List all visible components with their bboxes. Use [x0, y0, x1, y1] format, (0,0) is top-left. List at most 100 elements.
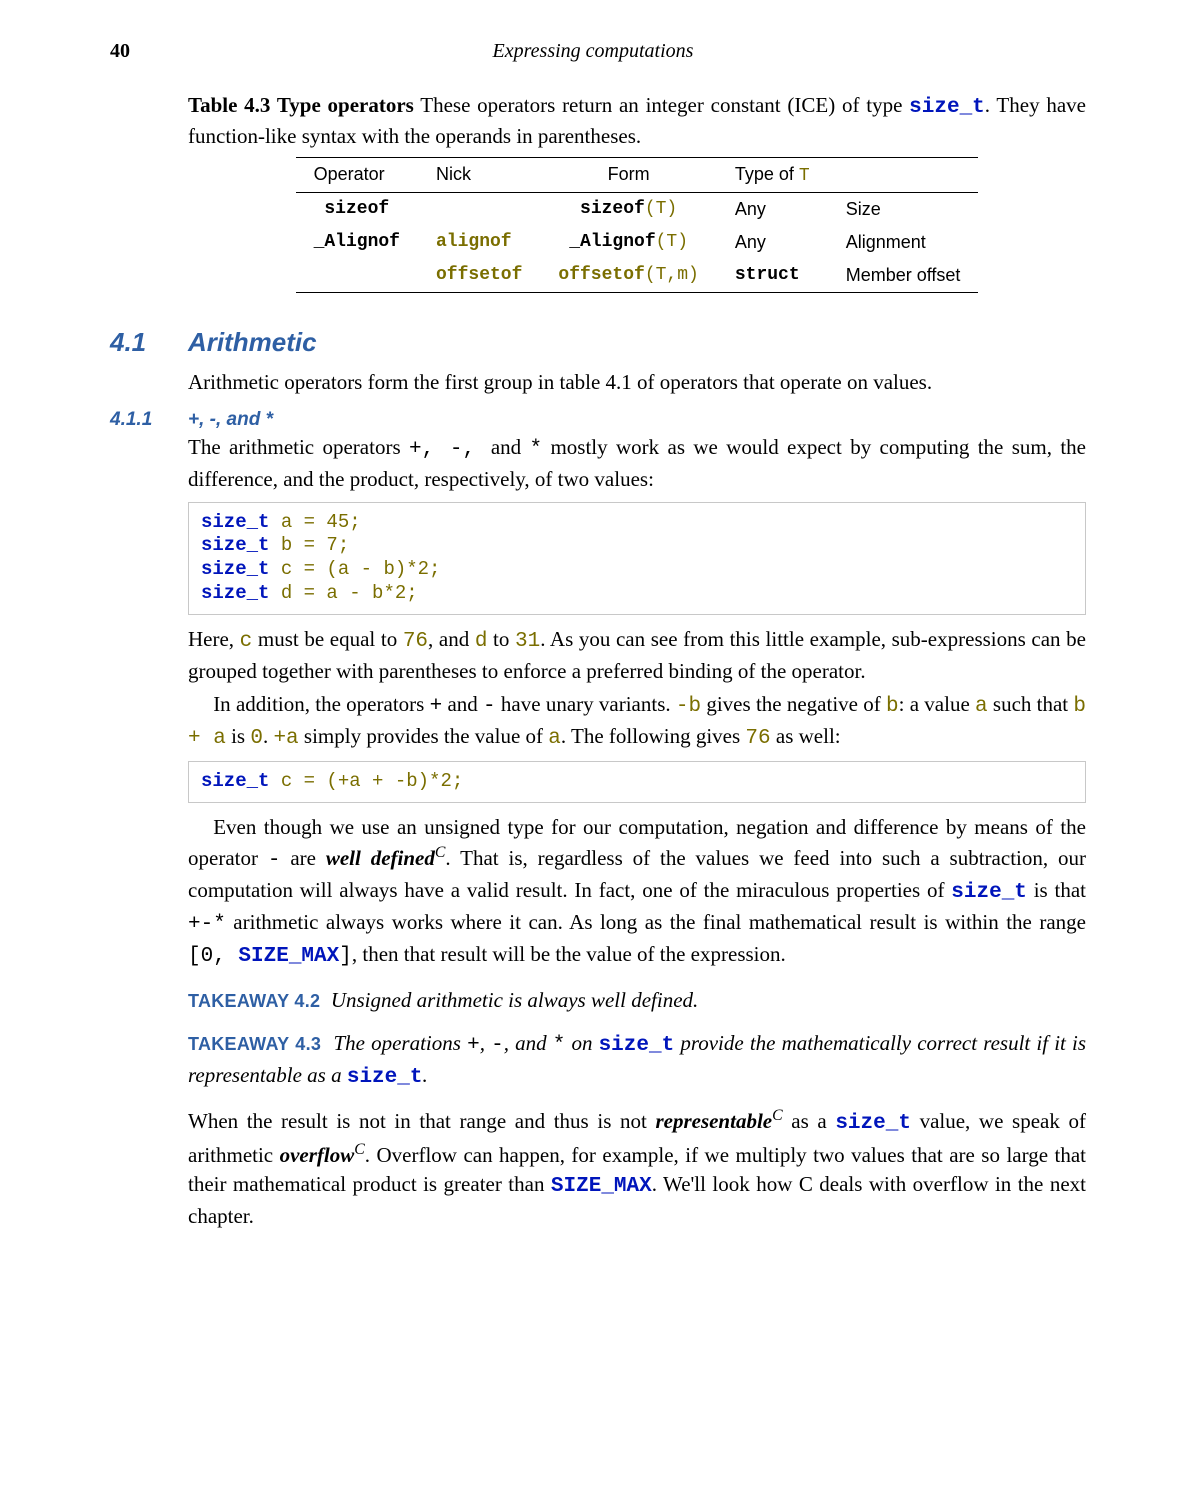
td-desc: Size: [828, 192, 979, 226]
p3-d: gives the negative of: [701, 692, 886, 716]
p3-plus: +: [430, 695, 443, 718]
td-nick: [418, 192, 540, 226]
chapter-title: Expressing computations: [130, 40, 1056, 63]
cb2-l1-rest: c = (+a + -b)*2;: [269, 770, 463, 792]
p2-c: c: [240, 630, 253, 653]
p3-g: is: [226, 724, 251, 748]
section-intro: Arithmetic operators form the first grou…: [188, 368, 1086, 397]
p5-a: When the result is not in that range and…: [188, 1109, 655, 1133]
th-form: Form: [540, 157, 716, 192]
tk3-star: *: [553, 1034, 566, 1057]
takeaway-4-2: TAKEAWAY 4.2 Unsigned arithmetic is alwa…: [188, 986, 1086, 1015]
p3-j: . The following gives: [561, 724, 746, 748]
table-caption-code: size_t: [909, 96, 985, 119]
p3-bb: b: [886, 695, 899, 718]
th-desc: [828, 157, 979, 192]
section-4-1: 4.1 Arithmetic: [110, 327, 1086, 358]
takeaway-4-3: TAKEAWAY 4.3 The operations +, -, and * …: [188, 1029, 1086, 1093]
code-block-1: size_t a = 45; size_t b = 7; size_t c = …: [188, 502, 1086, 615]
p4-range-b: ]: [339, 945, 352, 968]
p5-ovf: overflow: [280, 1143, 355, 1167]
th-nick: Nick: [418, 157, 540, 192]
p2-b: must be equal to: [252, 627, 403, 651]
tk3-f: .: [422, 1063, 427, 1087]
p3-e: : a value: [899, 692, 975, 716]
p3-a2: a: [975, 695, 988, 718]
header-spacer: [1056, 40, 1086, 63]
table-caption: Table 4.3 Type operators These operators…: [188, 91, 1086, 151]
cb2-l1-kw: size_t: [201, 770, 269, 792]
takeaway-text: Unsigned arithmetic is always well defin…: [331, 988, 698, 1012]
td-op: _Alignof: [296, 226, 418, 259]
code-block-2: size_t c = (+a + -b)*2;: [188, 761, 1086, 803]
cb1-l4-kw: size_t: [201, 582, 269, 604]
p3-minus: -: [483, 695, 496, 718]
cb1-l2-kw: size_t: [201, 534, 269, 556]
table-caption-lead: Table 4.3 Type operators: [188, 93, 414, 117]
p5-rep: representable: [655, 1109, 772, 1133]
p2-c2: , and: [428, 627, 475, 651]
p4-b: are: [280, 846, 325, 870]
tk3-plus: +: [467, 1034, 480, 1057]
p4-e: arithmetic always works where it can. As…: [226, 910, 1086, 934]
sup-c: C: [772, 1107, 783, 1124]
p2-d: d: [475, 630, 488, 653]
p4: Even though we use an unsigned type for …: [188, 813, 1086, 972]
p4-range-a: [0,: [188, 945, 238, 968]
p5-sizet: size_t: [835, 1112, 911, 1135]
p4-welldefined: well defined: [326, 846, 435, 870]
tk3-c: , and: [504, 1031, 553, 1055]
td-desc: Member offset: [828, 259, 979, 293]
p5-text: When the result is not in that range and…: [188, 1105, 1086, 1231]
p3-pa: +a: [273, 727, 298, 750]
p5-sizemax: SIZE_MAX: [551, 1175, 652, 1198]
cb1-l1-rest: a = 45;: [269, 511, 360, 533]
p4-minus: -: [268, 849, 281, 872]
subsection-number: 4.1.1: [110, 409, 188, 431]
p4-d: is that: [1027, 878, 1086, 902]
td-form-args: (T): [645, 199, 677, 219]
takeaway-text: The operations +, -, and * on size_t pro…: [188, 1031, 1086, 1087]
cb1-l3-rest: c = (a - b)*2;: [269, 558, 440, 580]
p5: When the result is not in that range and…: [188, 1105, 1086, 1231]
th-typeof: Type of T: [717, 157, 828, 192]
table-row: sizeof sizeof(T) Any Size: [296, 192, 979, 226]
td-type: struct: [717, 259, 828, 293]
p3-i: simply provides the value of: [299, 724, 549, 748]
p3-76: 76: [745, 727, 770, 750]
table-4-3: Table 4.3 Type operators These operators…: [188, 91, 1086, 293]
cb1-l2-rest: b = 7;: [269, 534, 349, 556]
p4-f: , then that result will be the value of …: [352, 942, 786, 966]
td-form: offsetof(T,m): [540, 259, 716, 293]
p3-c: have unary variants.: [496, 692, 676, 716]
subsection-title: +, -, and *: [188, 409, 273, 431]
tk3-b: ,: [480, 1031, 491, 1055]
p3-negb: -b: [676, 695, 701, 718]
tk3-minus: -: [491, 1034, 504, 1057]
section-title: Arithmetic: [188, 327, 317, 358]
p3-b: and: [442, 692, 483, 716]
p3-h: .: [263, 724, 274, 748]
section-number: 4.1: [110, 327, 188, 358]
th-typeof-pre: Type of: [735, 164, 799, 184]
th-typeof-T: T: [799, 166, 810, 186]
td-type: Any: [717, 226, 828, 259]
page: 40 Expressing computations Table 4.3 Typ…: [0, 0, 1196, 1500]
td-form-args: (T,m): [645, 265, 699, 285]
th-operator: Operator: [296, 157, 418, 192]
p2-a: Here,: [188, 627, 240, 651]
p1-star: *: [530, 438, 543, 461]
td-form-bold: _Alignof: [569, 232, 655, 252]
subsection-4-1-1: 4.1.1 +, -, and *: [110, 409, 1086, 431]
td-form: _Alignof(T): [540, 226, 716, 259]
p3-zero: 0: [250, 727, 263, 750]
table-caption-rest-a: These operators return an integer consta…: [414, 93, 909, 117]
p3-f: such that: [988, 692, 1074, 716]
p1-and: and: [491, 435, 530, 459]
td-form: sizeof(T): [540, 192, 716, 226]
p3: In addition, the operators + and - have …: [188, 690, 1086, 754]
p1-text: The arithmetic operators +, -, and * mos…: [188, 433, 1086, 494]
td-form-bold: offsetof: [558, 265, 644, 285]
p4-sizet: size_t: [951, 881, 1027, 904]
p5-b: as a: [783, 1109, 836, 1133]
